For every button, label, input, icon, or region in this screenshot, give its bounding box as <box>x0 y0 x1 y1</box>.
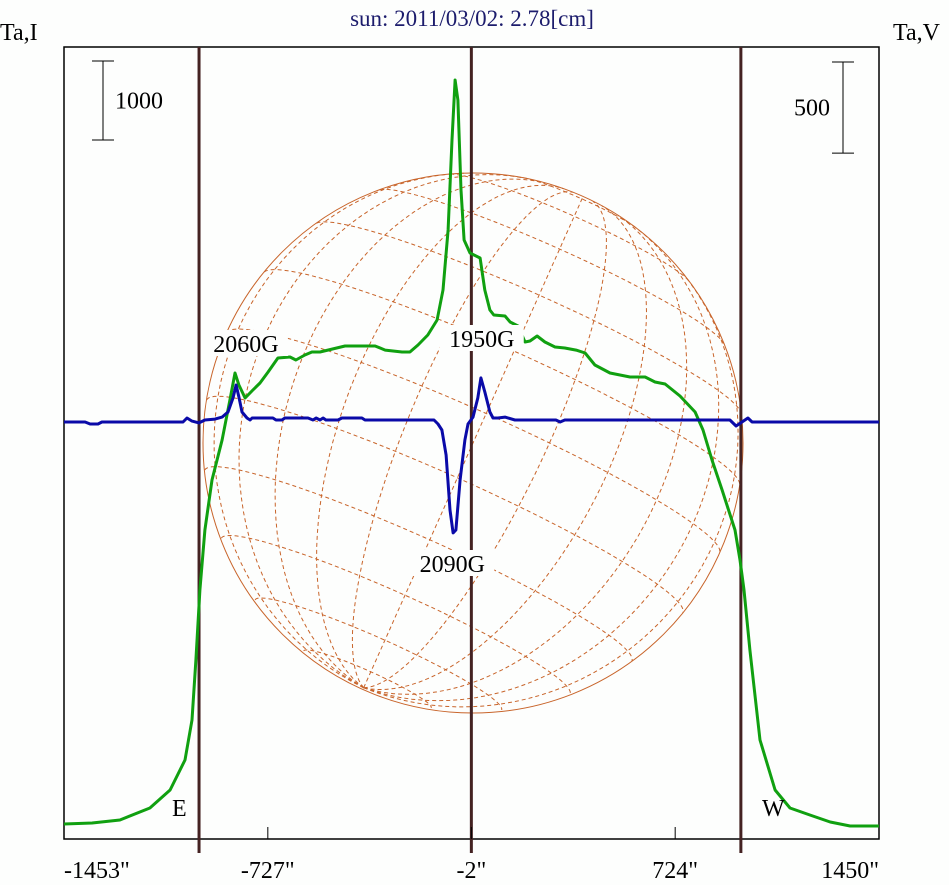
solar-limb-circle <box>202 172 744 714</box>
field-strength-annotation: 1950G <box>449 327 514 353</box>
longitude-line <box>363 269 739 708</box>
chart-title: sun: 2011/03/02: 2.78[cm] <box>350 6 594 31</box>
y-axis-right-label: Ta,V <box>893 20 941 46</box>
longitude-line <box>363 214 688 695</box>
scale-bar-left-label: 1000 <box>115 88 163 114</box>
field-strength-annotation: 2090G <box>420 552 485 578</box>
series-I-line <box>63 78 879 828</box>
x-tick-label: 1450" <box>821 858 879 884</box>
x-tick-label: -727" <box>241 858 295 884</box>
longitude-line <box>274 178 546 689</box>
longitude-line <box>363 227 720 702</box>
annotation-background <box>410 550 495 576</box>
annotation-background <box>203 330 288 356</box>
scale-bar-right-label: 500 <box>794 96 830 122</box>
longitude-line <box>363 205 648 691</box>
longitude-line <box>213 172 464 689</box>
annotation-background <box>439 325 524 351</box>
x-tick-label: -1453" <box>64 858 130 884</box>
east-label: E <box>172 796 187 822</box>
longitude-line <box>363 196 584 688</box>
latitude-line <box>263 269 741 485</box>
series-V-line <box>64 376 879 535</box>
latitude-line <box>220 534 571 695</box>
longitude-line <box>316 184 564 689</box>
latitude-line <box>523 177 638 229</box>
x-tick-label: -2" <box>456 858 486 884</box>
latitude-line <box>226 328 721 554</box>
y-axis-left-label: Ta,I <box>0 20 38 46</box>
x-tick-label: 724" <box>652 858 698 884</box>
latitude-line <box>379 188 725 344</box>
longitude-line <box>238 174 526 689</box>
west-label: W <box>762 796 785 822</box>
latitude-line <box>316 221 742 414</box>
longitude-line <box>363 200 607 689</box>
longitude-line <box>351 191 574 689</box>
latitude-line <box>206 395 684 613</box>
field-strength-annotation: 2060G <box>213 332 278 358</box>
